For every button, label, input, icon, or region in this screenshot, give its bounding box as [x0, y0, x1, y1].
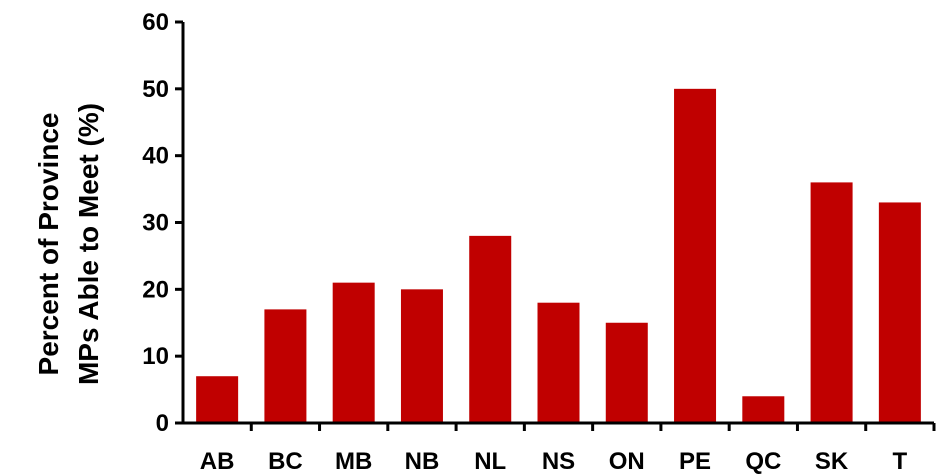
y-tick-label: 10 — [142, 343, 169, 370]
y-tick-label: 20 — [142, 276, 169, 303]
x-tick-label-ns: NS — [542, 448, 575, 475]
x-tick-label-ab: AB — [200, 448, 235, 475]
bar-sk — [810, 182, 853, 423]
bar-mb — [332, 282, 375, 423]
x-tick-label-bc: BC — [268, 448, 303, 475]
bar-t — [878, 202, 921, 423]
x-axis-ticks: AB BC MB NB NL NS ON PE QC SK T — [200, 423, 936, 475]
bar-pe — [674, 88, 717, 423]
bar-nl — [469, 235, 512, 423]
bar-qc — [742, 396, 785, 423]
bars — [196, 88, 921, 423]
y-tick-label: 30 — [142, 210, 169, 237]
x-tick-label-nb: NB — [405, 448, 440, 475]
y-axis-ticks: 0 10 20 30 40 50 60 — [142, 9, 183, 437]
x-tick-label-qc: QC — [745, 448, 781, 475]
x-tick-label-on: ON — [609, 448, 645, 475]
bar-nb — [400, 289, 443, 423]
y-axis-title-line-1: Percent of Province — [33, 113, 64, 376]
y-tick-label: 50 — [142, 76, 169, 103]
x-tick-label-sk: SK — [815, 448, 849, 475]
y-tick-label: 0 — [156, 410, 169, 437]
x-tick-label-t: T — [893, 448, 908, 475]
y-tick-label: 40 — [142, 143, 169, 170]
x-tick-label-nl: NL — [474, 448, 506, 475]
x-tick-label-pe: PE — [679, 448, 711, 475]
bar-ns — [537, 302, 580, 423]
bar-on — [605, 322, 648, 423]
y-axis-title-line-2: MPs Able to Meet (%) — [73, 103, 104, 385]
bar-bc — [264, 309, 307, 423]
bar-ab — [196, 376, 239, 423]
y-tick-label: 60 — [142, 9, 169, 36]
x-tick-label-mb: MB — [335, 448, 372, 475]
